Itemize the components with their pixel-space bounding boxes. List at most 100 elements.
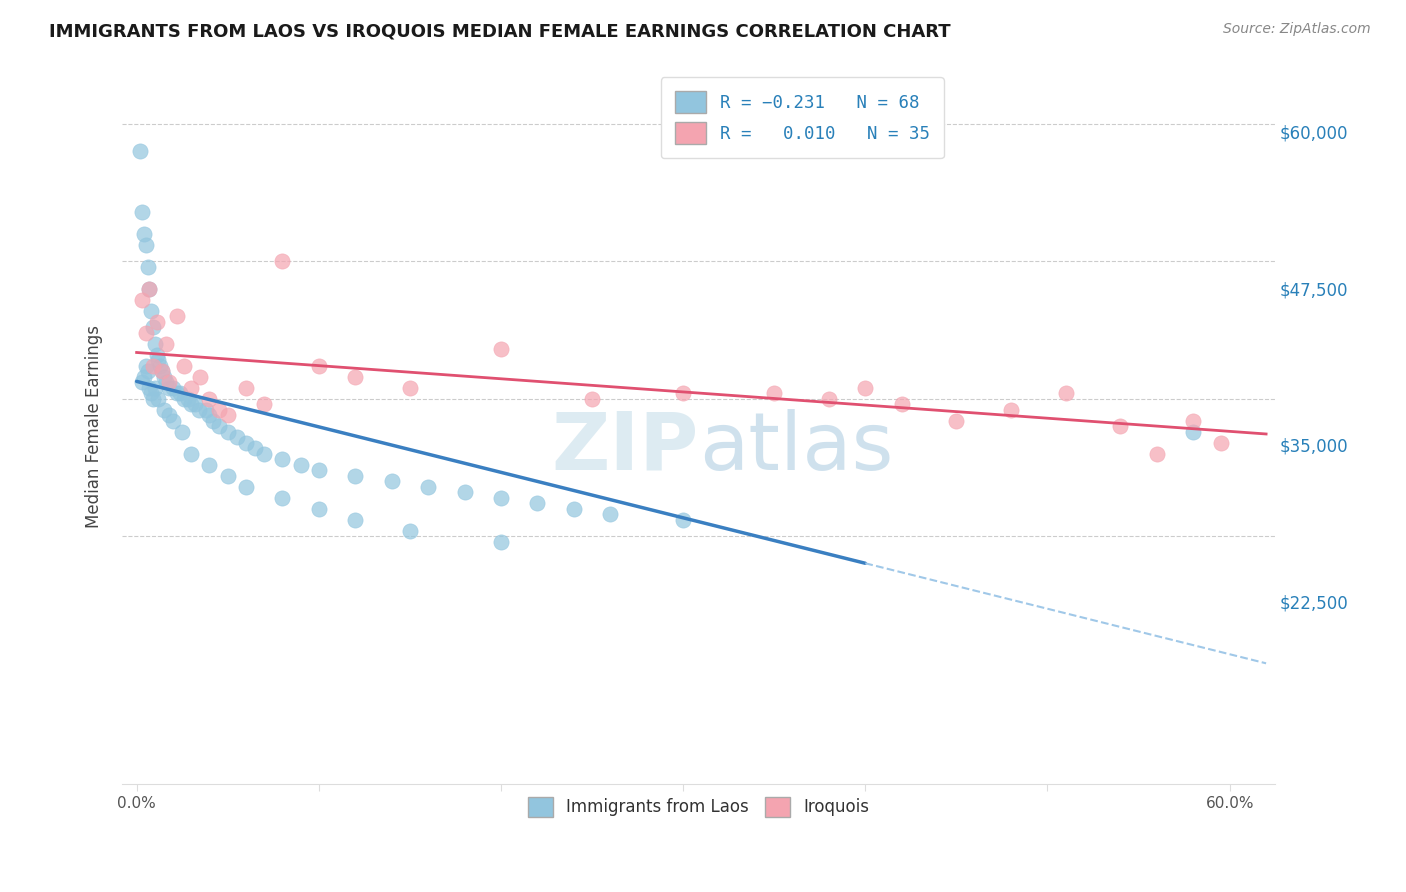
Point [131, 293, 153, 307]
Point [162, 381, 184, 395]
Point [207, 402, 229, 417]
Point [890, 397, 912, 411]
Point [150, 364, 173, 378]
Point [187, 402, 209, 417]
Point [308, 501, 330, 516]
Point [271, 452, 294, 467]
Point [253, 447, 276, 461]
Point [141, 303, 163, 318]
Point [235, 480, 257, 494]
Point [169, 386, 191, 401]
Point [184, 397, 207, 411]
Point [1209, 435, 1232, 450]
Point [308, 359, 330, 373]
Point [308, 463, 330, 477]
Point [399, 524, 422, 538]
Point [399, 381, 422, 395]
Point [136, 260, 159, 274]
Point [489, 534, 512, 549]
Point [166, 386, 188, 401]
Text: ZIP: ZIP [551, 409, 699, 486]
Point [207, 419, 229, 434]
Point [141, 386, 163, 401]
Point [136, 364, 159, 378]
Point [416, 480, 439, 494]
Point [290, 458, 312, 472]
Point [271, 491, 294, 505]
Point [180, 381, 202, 395]
Point [271, 254, 294, 268]
Point [145, 348, 167, 362]
Point [142, 359, 165, 373]
Point [153, 369, 176, 384]
Point [1182, 414, 1205, 428]
Point [562, 501, 585, 516]
Point [131, 204, 153, 219]
Point [344, 513, 367, 527]
Point [202, 414, 225, 428]
Point [599, 507, 621, 521]
Point [172, 425, 194, 439]
Point [818, 392, 841, 406]
Point [198, 408, 221, 422]
Point [176, 392, 198, 406]
Point [143, 381, 166, 395]
Point [253, 397, 276, 411]
Point [1109, 419, 1132, 434]
Point [135, 326, 157, 340]
Point [344, 468, 367, 483]
Point [148, 353, 170, 368]
Text: atlas: atlas [699, 409, 893, 486]
Point [1000, 402, 1022, 417]
Point [344, 369, 367, 384]
Point [138, 282, 160, 296]
Point [148, 392, 170, 406]
Point [173, 392, 195, 406]
Point [145, 315, 167, 329]
Point [217, 468, 239, 483]
Point [142, 392, 165, 406]
Point [217, 408, 239, 422]
Point [131, 375, 153, 389]
Point [132, 227, 155, 241]
Point [135, 359, 157, 373]
Point [198, 392, 221, 406]
Point [157, 381, 180, 395]
Point [138, 282, 160, 296]
Point [155, 336, 177, 351]
Point [526, 496, 548, 510]
Point [198, 458, 221, 472]
Point [135, 237, 157, 252]
Point [173, 359, 195, 373]
Point [142, 320, 165, 334]
Point [149, 359, 172, 373]
Text: Source: ZipAtlas.com: Source: ZipAtlas.com [1223, 22, 1371, 37]
Text: IMMIGRANTS FROM LAOS VS IROQUOIS MEDIAN FEMALE EARNINGS CORRELATION CHART: IMMIGRANTS FROM LAOS VS IROQUOIS MEDIAN … [49, 22, 950, 40]
Point [166, 309, 188, 323]
Point [581, 392, 603, 406]
Point [945, 414, 967, 428]
Point [1054, 386, 1077, 401]
Point [157, 408, 180, 422]
Point [225, 430, 247, 444]
Point [381, 474, 404, 488]
Point [672, 513, 695, 527]
Point [180, 447, 202, 461]
Point [489, 342, 512, 356]
Point [453, 485, 475, 500]
Point [194, 402, 217, 417]
Point [235, 381, 257, 395]
Point [153, 402, 176, 417]
Point [489, 491, 512, 505]
Point [672, 386, 695, 401]
Point [155, 375, 177, 389]
Point [143, 336, 166, 351]
Point [217, 425, 239, 439]
Point [235, 435, 257, 450]
Y-axis label: Median Female Earnings: Median Female Earnings [86, 325, 103, 528]
Legend: Immigrants from Laos, Iroquois: Immigrants from Laos, Iroquois [519, 789, 877, 825]
Point [763, 386, 786, 401]
Point [1182, 425, 1205, 439]
Point [1146, 447, 1168, 461]
Point [129, 144, 152, 158]
